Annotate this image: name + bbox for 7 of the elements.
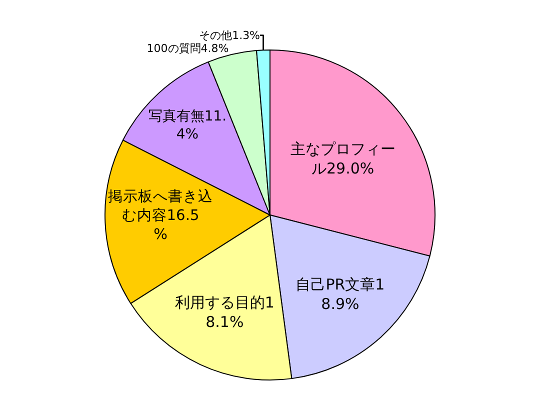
- slice-label: 主なプロフィール29.0%: [290, 140, 396, 178]
- slice-label: 掲示板へ書き込む内容16.5%: [108, 188, 214, 243]
- slice-label: 自己PR文章18.9%: [296, 275, 385, 313]
- slice-label: 写真有無11.4%: [148, 108, 227, 143]
- slice-label: その他1.3%: [199, 28, 260, 42]
- slice-label: 利用する目的18.1%: [174, 293, 274, 331]
- slice-label: 100の質問4.8%: [146, 42, 229, 55]
